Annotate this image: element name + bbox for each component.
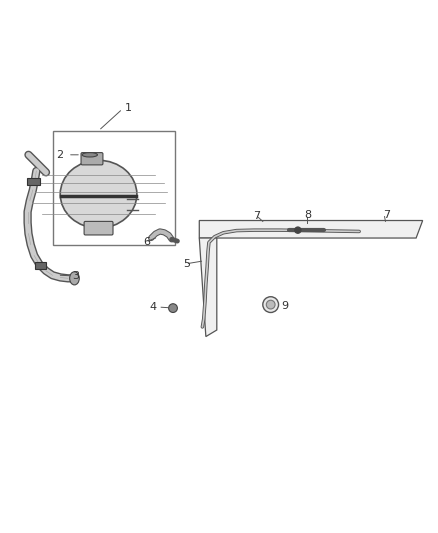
FancyBboxPatch shape (84, 221, 113, 235)
Bar (35, 262, 46, 269)
Text: 7: 7 (383, 210, 390, 220)
Text: 7: 7 (253, 211, 260, 221)
Text: 5: 5 (183, 260, 190, 269)
Text: 6: 6 (144, 237, 151, 247)
Polygon shape (199, 221, 423, 238)
Text: 9: 9 (281, 301, 288, 311)
Circle shape (266, 300, 275, 309)
Circle shape (169, 304, 177, 312)
Ellipse shape (70, 272, 79, 285)
Polygon shape (199, 238, 217, 336)
Text: 3: 3 (72, 271, 79, 281)
FancyBboxPatch shape (81, 152, 103, 165)
Text: 8: 8 (304, 210, 311, 220)
Bar (53, 131, 175, 245)
Bar (27, 177, 40, 184)
Circle shape (295, 227, 301, 233)
Ellipse shape (82, 152, 97, 157)
Text: 2: 2 (56, 150, 63, 160)
Ellipse shape (60, 160, 137, 228)
Text: 4: 4 (150, 302, 157, 312)
Text: 1: 1 (125, 103, 132, 113)
Circle shape (263, 297, 279, 312)
